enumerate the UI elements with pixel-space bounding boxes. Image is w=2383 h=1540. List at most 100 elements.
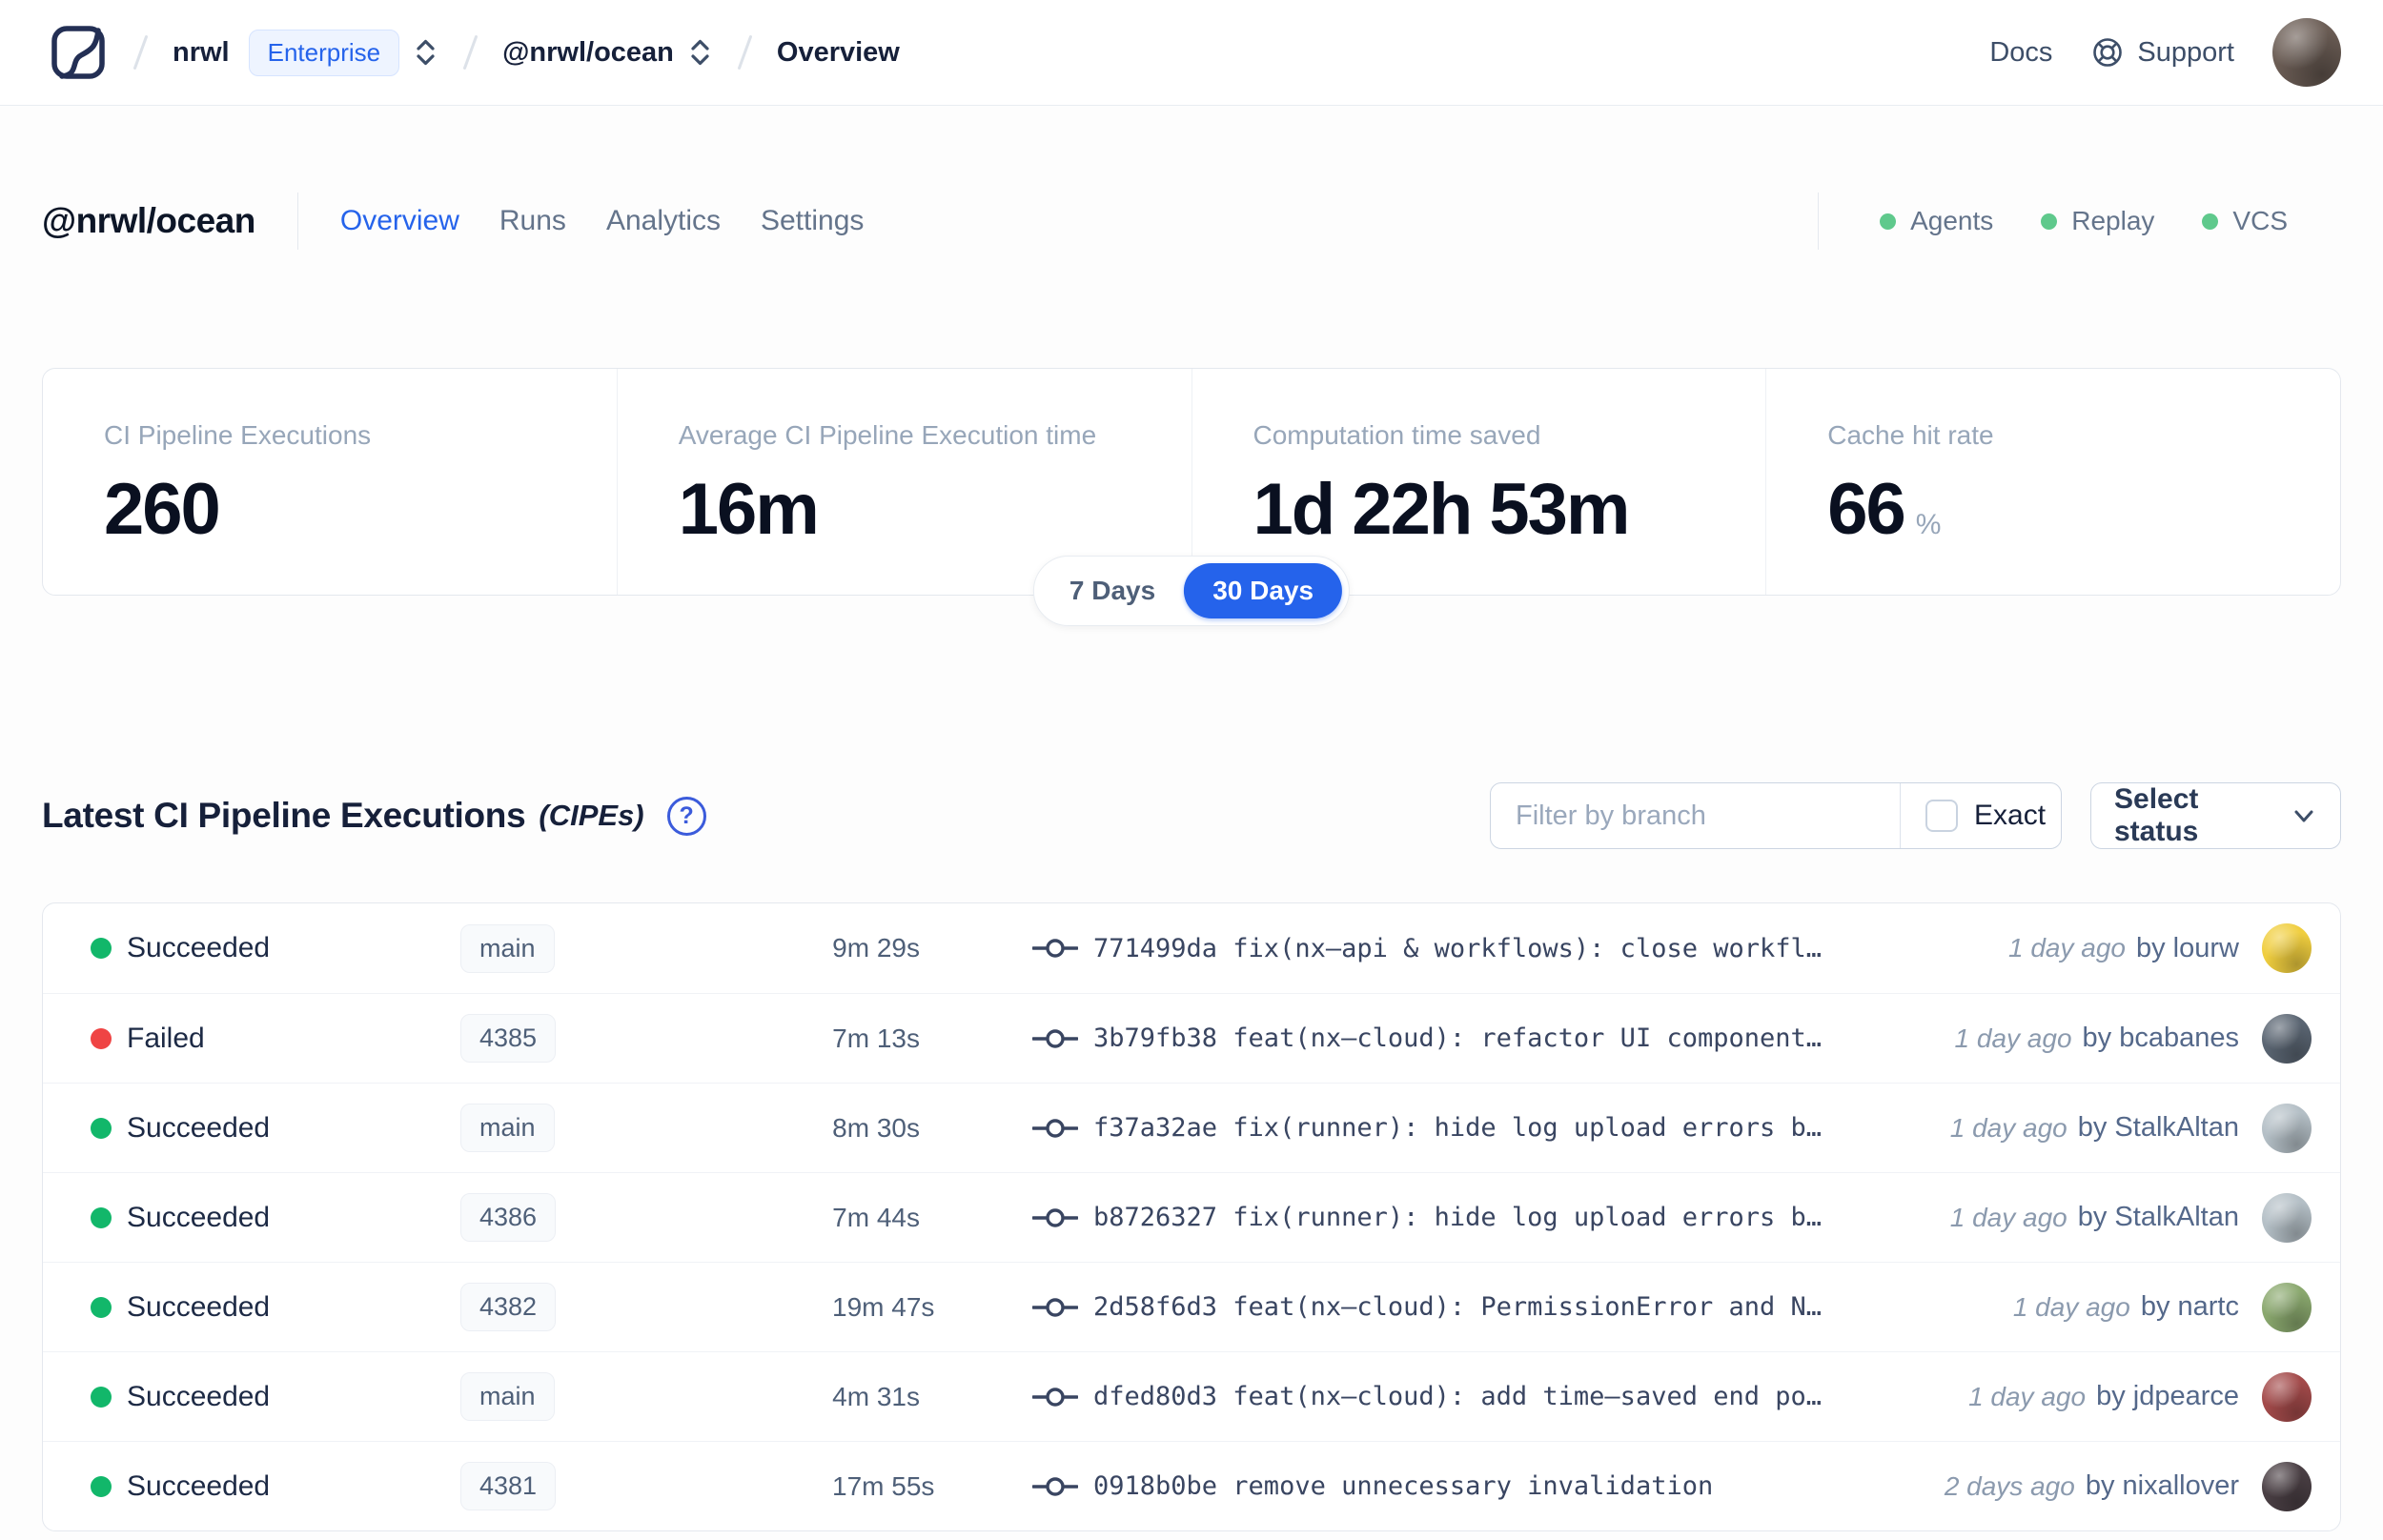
status-dot [91,1386,112,1408]
stat-value: 66 % [1827,468,2312,551]
commit-message: 2d58f6d3 feat(nx–cloud): PermissionError… [1093,1292,1823,1322]
breadcrumb-workspace[interactable]: @nrwl/ocean [502,36,674,68]
breadcrumb-page[interactable]: Overview [776,36,900,68]
branch-badge: 4382 [460,1283,557,1331]
branch-cell: main [460,923,832,973]
git-commit-icon [1032,1115,1078,1142]
stats-section: CI Pipeline Executions 260 Average CI Pi… [42,368,2341,626]
feature-indicator[interactable]: VCS [2202,206,2288,236]
page-content: @nrwl/ocean Overview Runs Analytics Setting… [0,192,2383,1531]
branch-cell: main [460,1104,832,1152]
cipe-section-title: Latest CI Pipeline Executions [42,796,526,835]
cipe-row[interactable]: Failed 4385 7m 13s 3b79fb38 feat(nx–clou… [43,993,2340,1083]
row-meta: 1 day ago by bcabanes [1954,1013,2312,1064]
stat-label: Average CI Pipeline Execution time [678,420,1097,450]
nx-cloud-logo[interactable] [48,22,109,83]
author-label: by StalkAltan [2077,1202,2239,1232]
stat-cell: Average CI Pipeline Execution time 16m [616,369,1192,595]
cipe-row[interactable]: Succeeded 4386 7m 44s b8726327 fix(runne… [43,1172,2340,1262]
cipe-row[interactable]: Succeeded main 9m 29s 771499da fix(nx–ap… [43,903,2340,993]
branch-badge: 4381 [460,1462,557,1510]
git-commit-icon [1032,1473,1078,1500]
workspace-tab[interactable]: Settings [760,205,865,236]
cipe-filter-controls: Exact Select status [1490,782,2341,849]
top-navbar: nrwl Enterprise @nrwl/ocean Overview Doc… [0,0,2383,106]
branch-badge: 4386 [460,1193,557,1242]
status-label: Succeeded [127,1290,271,1323]
workspace-tab[interactable]: Analytics [605,205,721,236]
enterprise-badge: Enterprise [248,29,400,76]
stat-value-suffix: % [1915,509,1942,540]
cipe-row[interactable]: Succeeded 4381 17m 55s 0918b0be remove u… [43,1441,2340,1530]
navbar-actions: Docs Support [1989,18,2341,87]
user-avatar[interactable] [2272,18,2341,87]
author-label: by bcabanes [2082,1023,2239,1053]
duration-label: 7m 13s [832,1023,920,1053]
stat-value: 16m [679,468,1163,551]
feature-indicator[interactable]: Replay [2041,206,2154,236]
workspace-switcher-button[interactable] [687,36,713,69]
vertical-divider [296,192,298,250]
duration-label: 19m 47s [832,1291,935,1322]
author-label: by StalkAltan [2077,1112,2239,1143]
status-dot [91,1475,112,1497]
cipe-row[interactable]: Succeeded main 4m 31s dfed80d3 feat(nx–c… [43,1351,2340,1441]
branch-filter-input[interactable] [1491,783,1900,848]
stat-cell: CI Pipeline Executions 260 [43,369,617,595]
status-dot [91,1206,112,1228]
author-avatar [2262,1371,2312,1422]
stat-cell: Cache hit rate 66 % [1765,369,2340,595]
indicator-label: Replay [2071,206,2155,235]
git-commit-icon [1032,1384,1078,1410]
feature-indicator[interactable]: Agents [1880,206,1993,236]
breadcrumb-divider [462,34,479,71]
status-label: Succeeded [127,932,271,963]
branch-cell: main [460,1372,832,1421]
author-avatar [2262,1013,2312,1064]
breadcrumb-org[interactable]: nrwl [173,36,230,68]
time-ago-label: 2 days ago [1944,1470,2075,1501]
time-ago-label: 1 day ago [1949,1202,2067,1232]
cipe-row[interactable]: Succeeded main 8m 30s f37a32ae fix(runne… [43,1083,2340,1172]
row-meta: 1 day ago by lourw [2008,923,2312,973]
stat-cell: Computation time saved 1d 22h 53m [1191,369,1766,595]
workspace-tab[interactable]: Overview [339,205,459,236]
help-icon[interactable] [666,796,706,836]
select-status-dropdown[interactable]: Select status [2090,782,2341,849]
commit-message: 771499da fix(nx–api & workflows): close … [1093,933,1823,963]
exact-checkbox[interactable] [1925,800,1958,832]
branch-badge: 4385 [460,1014,557,1063]
stat-value-number: 66 [1827,469,1906,550]
time-ago-label: 1 day ago [1954,1023,2072,1053]
row-meta: 1 day ago by jdpearce [1968,1371,2312,1422]
stat-value: 260 [104,468,588,551]
workspace-tab[interactable]: Runs [499,205,566,236]
row-meta: 1 day ago by StalkAltan [1949,1192,2312,1243]
git-commit-icon [1032,1205,1078,1231]
date-range-option[interactable]: 30 Days [1184,563,1343,618]
author-label: by jdpearce [2096,1381,2239,1411]
commit-message: dfed80d3 feat(nx–cloud): add time–saved … [1093,1382,1823,1411]
git-commit-icon [1032,1025,1078,1052]
date-range-option[interactable]: 7 Days [1069,576,1156,605]
cipe-row[interactable]: Succeeded 4382 19m 47s 2d58f6d3 feat(nx–… [43,1262,2340,1351]
time-ago-label: 1 day ago [2012,1291,2130,1322]
author-avatar [2262,1461,2312,1511]
select-status-label: Select status [2114,783,2199,847]
page-title: @nrwl/ocean [42,201,255,240]
org-switcher-button[interactable] [413,36,438,69]
breadcrumb-divider [132,34,149,71]
status-dot [1880,213,1897,230]
date-range-toggle: 7 Days 30 Days [1032,556,1351,626]
stat-label: CI Pipeline Executions [104,420,372,450]
commit-message: 3b79fb38 feat(nx–cloud): refactor UI com… [1093,1023,1823,1053]
docs-link[interactable]: Docs [1989,36,2053,68]
duration-label: 9m 29s [832,933,920,962]
cipe-section-title-suffix: (CIPEs) [539,799,644,832]
support-link[interactable]: Support [2090,35,2234,70]
branch-badge: main [460,1104,555,1152]
git-commit-icon [1032,935,1078,962]
breadcrumb-divider [737,34,753,71]
indicator-label: Agents [1910,206,1994,235]
status-dot [91,1117,112,1139]
